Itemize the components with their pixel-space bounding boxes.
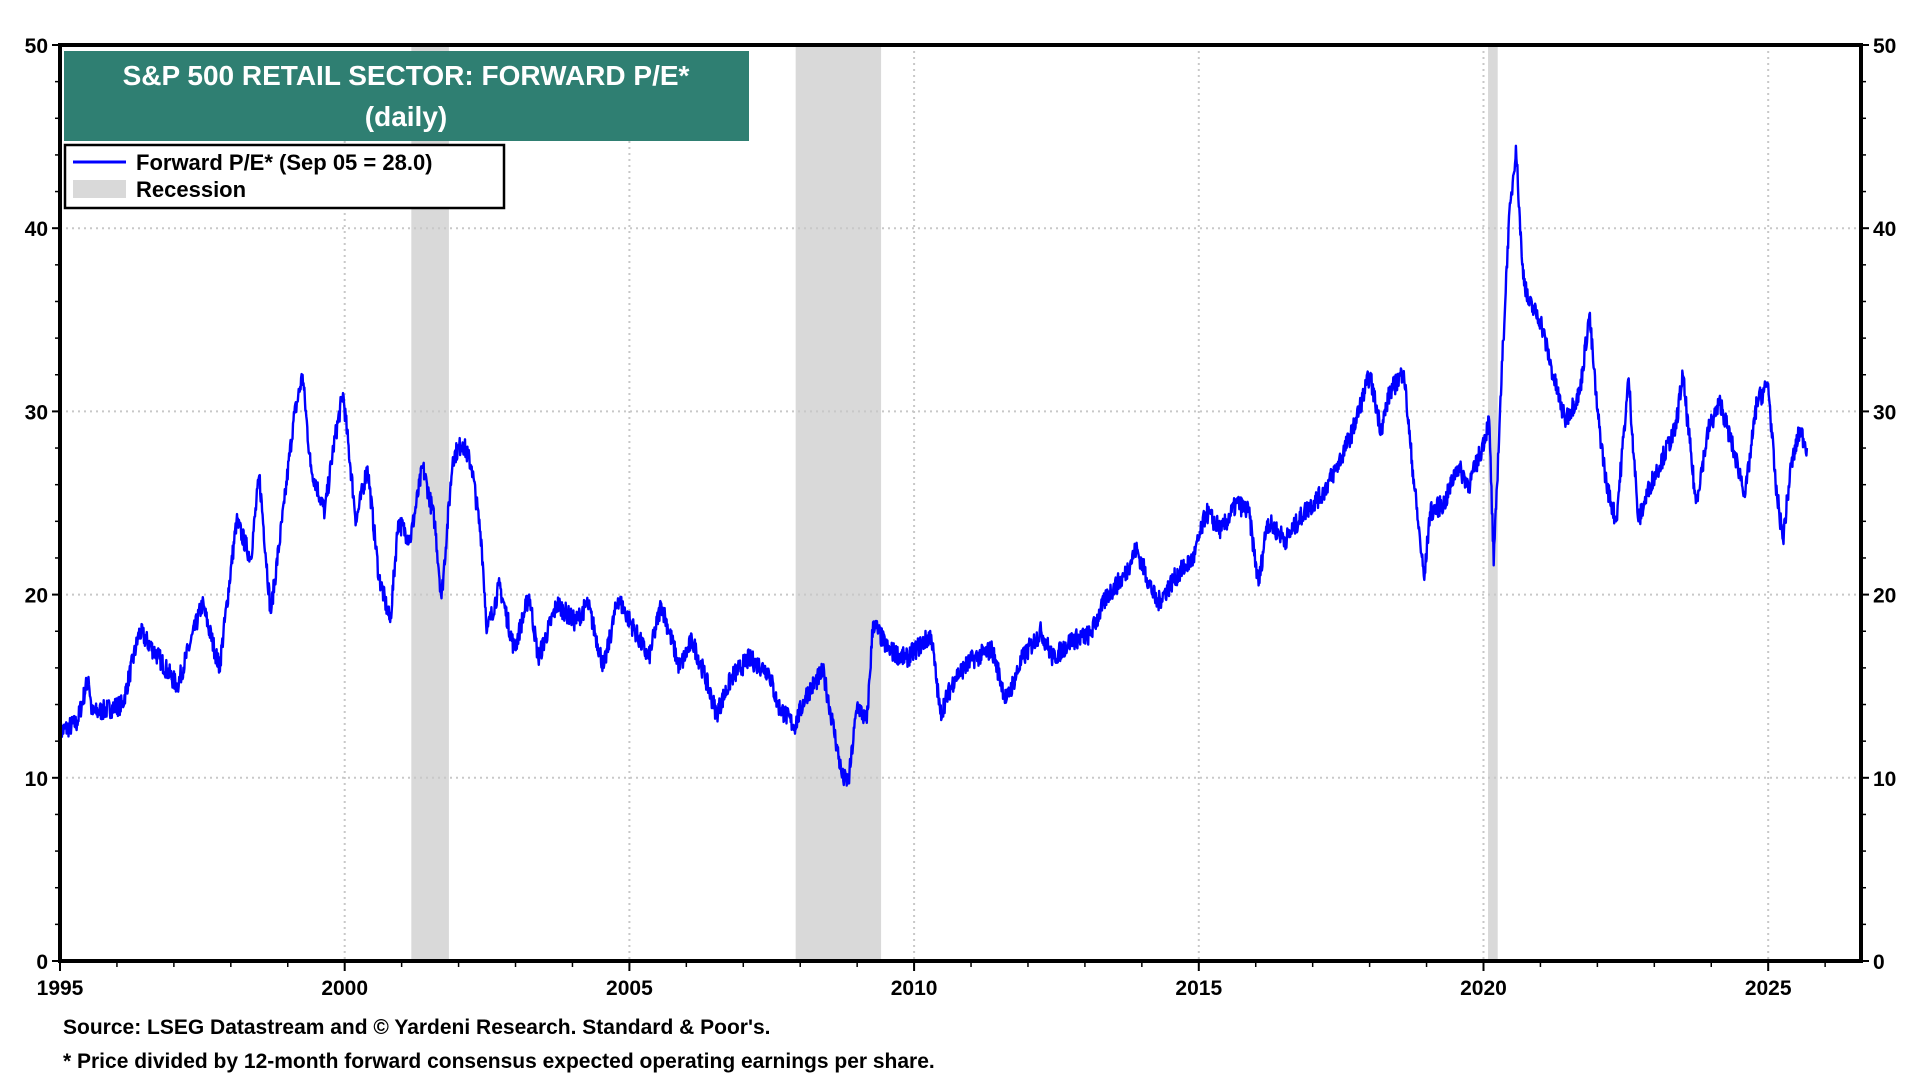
y-tick-label-left: 40 — [25, 218, 48, 241]
y-tick-label-left: 30 — [25, 401, 48, 424]
x-tick-label: 2000 — [321, 977, 368, 1000]
y-tick-label-right: 30 — [1873, 401, 1896, 424]
y-tick-label-left: 0 — [36, 951, 48, 974]
y-tick-label-left: 20 — [25, 585, 48, 608]
y-tick-label-right: 20 — [1873, 585, 1896, 608]
legend-recession-label: Recession — [136, 177, 246, 202]
x-tick-label: 2015 — [1175, 977, 1222, 1000]
legend-box — [63, 143, 506, 210]
legend-series-label: Forward P/E* (Sep 05 = 28.0) — [136, 150, 433, 175]
x-tick-label: 2010 — [891, 977, 938, 1000]
legend-recession-swatch — [73, 180, 126, 198]
y-tick-label-left: 10 — [25, 768, 48, 791]
footnote-definition: * Price divided by 12-month forward cons… — [63, 1050, 935, 1073]
x-tick-label: 2005 — [606, 977, 653, 1000]
series-layer — [58, 144, 1809, 787]
y-tick-label-right: 40 — [1873, 218, 1896, 241]
plot-frame — [58, 43, 1863, 963]
y-tick-label-left: 50 — [25, 35, 48, 58]
x-tick-label: 2025 — [1745, 977, 1792, 1000]
y-tick-label-right: 10 — [1873, 768, 1896, 791]
x-tick-label: 1995 — [37, 977, 84, 1000]
footnote-source: Source: LSEG Datastream and © Yardeni Re… — [63, 1016, 770, 1039]
chart-subtitle: (daily) — [365, 101, 447, 132]
forward-pe-line — [58, 144, 1809, 787]
y-tick-label-right: 50 — [1873, 35, 1896, 58]
x-tick-label: 2020 — [1460, 977, 1507, 1000]
recession-bands — [411, 45, 1498, 961]
recession-band — [795, 45, 882, 961]
y-tick-label-right: 0 — [1873, 951, 1885, 974]
chart-title: S&P 500 RETAIL SECTOR: FORWARD P/E* — [123, 60, 690, 91]
legend: Forward P/E* (Sep 05 = 28.0) Recession — [63, 143, 506, 210]
title-box — [64, 51, 749, 141]
